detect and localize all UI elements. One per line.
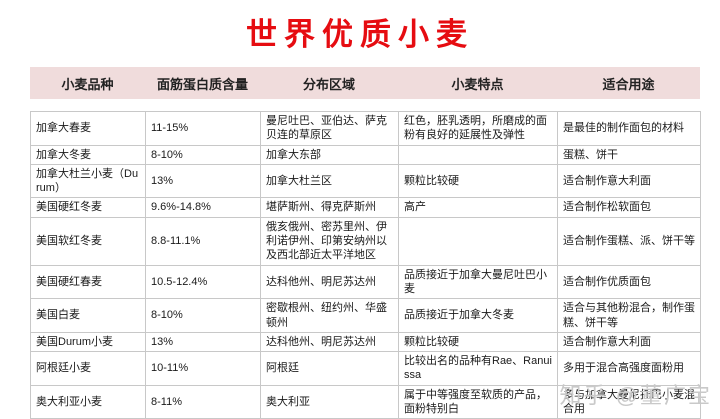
table-row: 加拿大冬麦 8-10% 加拿大东部 蛋糕、饼干 [30, 144, 701, 165]
table-cell: 加拿大冬麦 [30, 144, 146, 165]
table-cell: 品质接近于加拿大冬麦 [398, 298, 558, 333]
table-cell: 多用于混合高强度面粉用 [557, 351, 701, 386]
table-cell: 加拿大杜兰小麦（Durum） [30, 163, 146, 199]
header-wheat-variety: 小麦品种 [61, 76, 114, 92]
table-cell: 10.5-12.4% [145, 264, 261, 300]
table-cell: 美国软红冬麦 [30, 216, 146, 266]
table-cell: 比较出名的品种有Rae、Ranuissa [398, 351, 558, 386]
table-cell: 属于中等强度至软质的产品，面粉特别白 [398, 384, 558, 419]
table-cell: 达科他州、明尼苏达州 [260, 331, 399, 353]
table-cell: 美国硬红春麦 [30, 264, 146, 300]
table-cell: 堪萨斯州、得克萨斯州 [260, 197, 399, 218]
header-wheat-characteristics: 小麦特点 [451, 76, 504, 92]
table-cell: 加拿大春麦 [30, 111, 146, 146]
table-cell: 13% [145, 163, 261, 199]
wheat-table-body: 加拿大春麦 11-15% 曼尼吐巴、亚伯达、萨克贝连的草原区 红色，胚乳透明，所磨成的… [30, 111, 701, 419]
table-cell: 9.6%-14.8% [145, 197, 261, 218]
table-cell: 13% [145, 331, 261, 353]
table-row: 美国硬红春麦 10.5-12.4% 达科他州、明尼苏达州 品质接近于加拿大曼尼吐巴小麦… [30, 264, 701, 300]
header-protein-content: 面筋蛋白质含量 [156, 76, 248, 92]
table-cell: 适合制作优质面包 [557, 264, 701, 300]
table-row: 阿根廷小麦 10-11% 阿根廷 比较出名的品种有Rae、Ranuissa 多用于混合高… [30, 351, 701, 386]
table-cell: 品质接近于加拿大曼尼吐巴小麦 [398, 264, 558, 300]
table-cell: 美国Durum小麦 [30, 331, 146, 353]
table-header-row: 小麦品种 面筋蛋白质含量 分布区域 小麦特点 适合用途 [30, 67, 700, 99]
table-cell [398, 216, 558, 266]
watermark: 知乎 @董广宝 [559, 383, 712, 408]
table-row: 加拿大杜兰小麦（Durum） 13% 加拿大杜兰区 颗粒比较硬 适合制作意大利面 [30, 163, 701, 199]
table-cell: 美国白麦 [30, 298, 146, 333]
table-cell: 8.8-11.1% [145, 216, 261, 266]
table-cell: 颗粒比较硬 [398, 163, 558, 199]
table-cell: 阿根廷小麦 [30, 351, 146, 386]
table-cell: 适合制作松软面包 [557, 197, 701, 218]
table-cell: 适合与其他粉混合，制作蛋糕、饼干等 [557, 298, 701, 333]
table-cell: 是最佳的制作面包的材料 [557, 111, 701, 146]
table-cell: 加拿大东部 [260, 144, 399, 165]
table-cell: 适合制作意大利面 [557, 163, 701, 199]
table-cell: 高产 [398, 197, 558, 218]
table-cell: 阿根廷 [260, 351, 399, 386]
table-row: 美国Durum小麦 13% 达科他州、明尼苏达州 颗粒比较硬 适合制作意大利面 [30, 331, 701, 353]
header-suitable-uses: 适合用途 [602, 76, 655, 92]
table-cell: 红色，胚乳透明，所磨成的面粉有良好的延展性及弹性 [398, 111, 558, 146]
page: 世界优质小麦 小麦品种 面筋蛋白质含量 分布区域 小麦特点 适合用途 加拿大春麦… [0, 9, 720, 419]
table-cell: 达科他州、明尼苏达州 [260, 264, 399, 300]
table-cell: 美国硬红冬麦 [30, 197, 146, 218]
table-wrap: 加拿大春麦 11-15% 曼尼吐巴、亚伯达、萨克贝连的草原区 红色，胚乳透明，所磨成的… [30, 111, 701, 419]
table-row: 加拿大春麦 11-15% 曼尼吐巴、亚伯达、萨克贝连的草原区 红色，胚乳透明，所磨成的… [30, 111, 701, 146]
wheat-table: 加拿大春麦 11-15% 曼尼吐巴、亚伯达、萨克贝连的草原区 红色，胚乳透明，所磨成的… [30, 111, 701, 419]
table-cell: 8-10% [145, 144, 261, 165]
table-cell: 曼尼吐巴、亚伯达、萨克贝连的草原区 [260, 111, 399, 146]
table-cell: 适合制作蛋糕、派、饼干等 [557, 216, 701, 266]
page-title: 世界优质小麦 [246, 17, 474, 52]
table-cell: 加拿大杜兰区 [260, 163, 399, 199]
table-cell: 颗粒比较硬 [398, 331, 558, 353]
table-cell [398, 144, 558, 165]
header-distribution-region: 分布区域 [302, 76, 355, 92]
table-cell: 11-15% [145, 111, 261, 146]
table-cell: 8-11% [145, 384, 261, 419]
table-cell: 8-10% [145, 298, 261, 333]
table-cell: 奥大利亚小麦 [30, 384, 146, 419]
table-row: 美国软红冬麦 8.8-11.1% 俄亥俄州、密苏里州、伊利诺伊州、印第安纳州以及西北… [30, 216, 701, 266]
table-row: 美国白麦 8-10% 密歇根州、纽约州、华盛顿州 品质接近于加拿大冬麦 适合与其他粉混合… [30, 298, 701, 333]
table-cell: 10-11% [145, 351, 261, 386]
table-cell: 俄亥俄州、密苏里州、伊利诺伊州、印第安纳州以及西北部近太平洋地区 [260, 216, 399, 266]
table-cell: 适合制作意大利面 [557, 331, 701, 353]
table-cell: 密歇根州、纽约州、华盛顿州 [260, 298, 399, 333]
table-row: 美国硬红冬麦 9.6%-14.8% 堪萨斯州、得克萨斯州 高产 适合制作松软面包 [30, 197, 701, 218]
table-cell: 蛋糕、饼干 [557, 144, 701, 165]
table-cell: 奥大利亚 [260, 384, 399, 419]
